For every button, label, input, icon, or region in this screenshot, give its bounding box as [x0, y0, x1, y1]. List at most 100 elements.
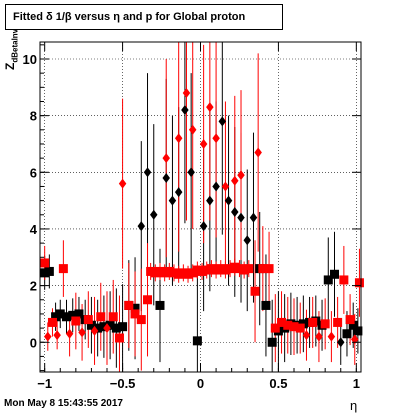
data-point-square — [348, 320, 358, 330]
data-point-square — [234, 264, 244, 274]
data-point-square — [164, 266, 174, 276]
data-point-diamond — [44, 331, 52, 342]
data-point-square — [320, 319, 330, 329]
data-point-diamond — [243, 235, 251, 246]
data-point-diamond — [174, 133, 183, 144]
data-point-square — [58, 264, 68, 274]
data-point-diamond — [249, 212, 258, 223]
data-point-diamond — [199, 221, 208, 232]
data-point-square — [99, 322, 109, 332]
data-point-square — [160, 268, 170, 278]
data-point-diamond — [182, 87, 191, 98]
data-point-square — [86, 320, 96, 330]
data-point-diamond — [118, 178, 127, 189]
data-point-square — [183, 269, 193, 279]
data-point-square — [61, 312, 71, 322]
data-point-diamond — [221, 181, 230, 192]
data-point-diamond — [187, 167, 195, 178]
data-point-diamond — [174, 187, 183, 198]
data-point-square — [295, 323, 305, 333]
data-point-square — [264, 264, 274, 274]
data-point-square — [96, 312, 106, 322]
data-point-diamond — [218, 116, 227, 127]
data-point-square — [143, 295, 153, 305]
data-point-diamond — [231, 175, 239, 186]
data-point-square — [68, 310, 78, 320]
data-point-square — [105, 320, 115, 330]
data-point-square — [244, 264, 254, 274]
data-point-square — [323, 275, 333, 285]
data-point-square — [192, 265, 202, 275]
data-point-square — [289, 322, 299, 332]
x-tick-label: 0.5 — [269, 376, 287, 391]
data-point-diamond — [188, 124, 197, 135]
data-point-square — [202, 265, 212, 275]
data-point-square — [353, 326, 363, 336]
data-point-square — [55, 309, 65, 319]
data-point-square — [261, 300, 271, 310]
data-point-diamond — [237, 170, 245, 181]
data-point-diamond — [302, 330, 311, 341]
grid-layer — [40, 42, 361, 372]
data-point-diamond — [168, 195, 177, 206]
data-point-square — [40, 268, 50, 278]
data-point-square — [74, 309, 84, 319]
data-point-square — [239, 265, 249, 275]
data-point-square — [192, 336, 202, 346]
data-point-diamond — [78, 327, 86, 338]
data-point-square — [206, 264, 216, 274]
data-point-square — [114, 333, 124, 343]
data-point-diamond — [336, 337, 345, 348]
data-point-square — [40, 258, 50, 268]
data-point-diamond — [162, 172, 170, 183]
data-point-square — [93, 323, 103, 333]
data-point-square — [345, 315, 355, 325]
x-tick-label: 0 — [197, 376, 204, 391]
data-point-square — [354, 278, 364, 288]
data-point-diamond — [206, 195, 214, 206]
data-point-square — [118, 322, 128, 332]
data-point-square — [146, 266, 156, 276]
data-point-square — [47, 317, 57, 327]
data-point-square — [197, 266, 207, 276]
marker-layer — [40, 87, 364, 348]
data-point-square — [130, 309, 140, 319]
data-point-square — [51, 312, 61, 322]
data-point-square — [270, 323, 280, 333]
data-point-diamond — [315, 331, 323, 342]
data-point-diamond — [90, 325, 99, 336]
data-point-diamond — [103, 323, 111, 334]
data-point-diamond — [212, 181, 220, 192]
data-point-square — [258, 264, 268, 274]
data-point-square — [308, 317, 318, 327]
data-point-square — [220, 265, 230, 275]
y-tick-label: 8 — [30, 109, 37, 124]
data-point-square — [83, 315, 93, 325]
data-point-square — [250, 286, 260, 296]
data-point-diamond — [237, 212, 245, 223]
data-point-square — [333, 317, 343, 327]
data-point-diamond — [206, 102, 214, 113]
y-tick-label: 0 — [30, 335, 37, 350]
data-point-square — [155, 266, 165, 276]
data-point-diamond — [150, 209, 158, 220]
data-point-square — [136, 315, 146, 325]
data-point-square — [178, 268, 188, 278]
data-point-square — [283, 320, 293, 330]
data-point-diamond — [143, 167, 152, 178]
data-point-square — [108, 312, 118, 322]
data-point-square — [155, 300, 165, 310]
data-point-square — [216, 264, 226, 274]
data-point-square — [188, 268, 198, 278]
data-point-square — [211, 265, 221, 275]
x-tick-label: 1 — [353, 376, 360, 391]
y-tick-label: 4 — [30, 222, 38, 237]
data-point-square — [330, 269, 340, 279]
y-tick-label: 2 — [30, 279, 37, 294]
data-point-diamond — [162, 153, 170, 164]
data-point-diamond — [254, 147, 262, 158]
data-point-diamond — [65, 328, 74, 339]
